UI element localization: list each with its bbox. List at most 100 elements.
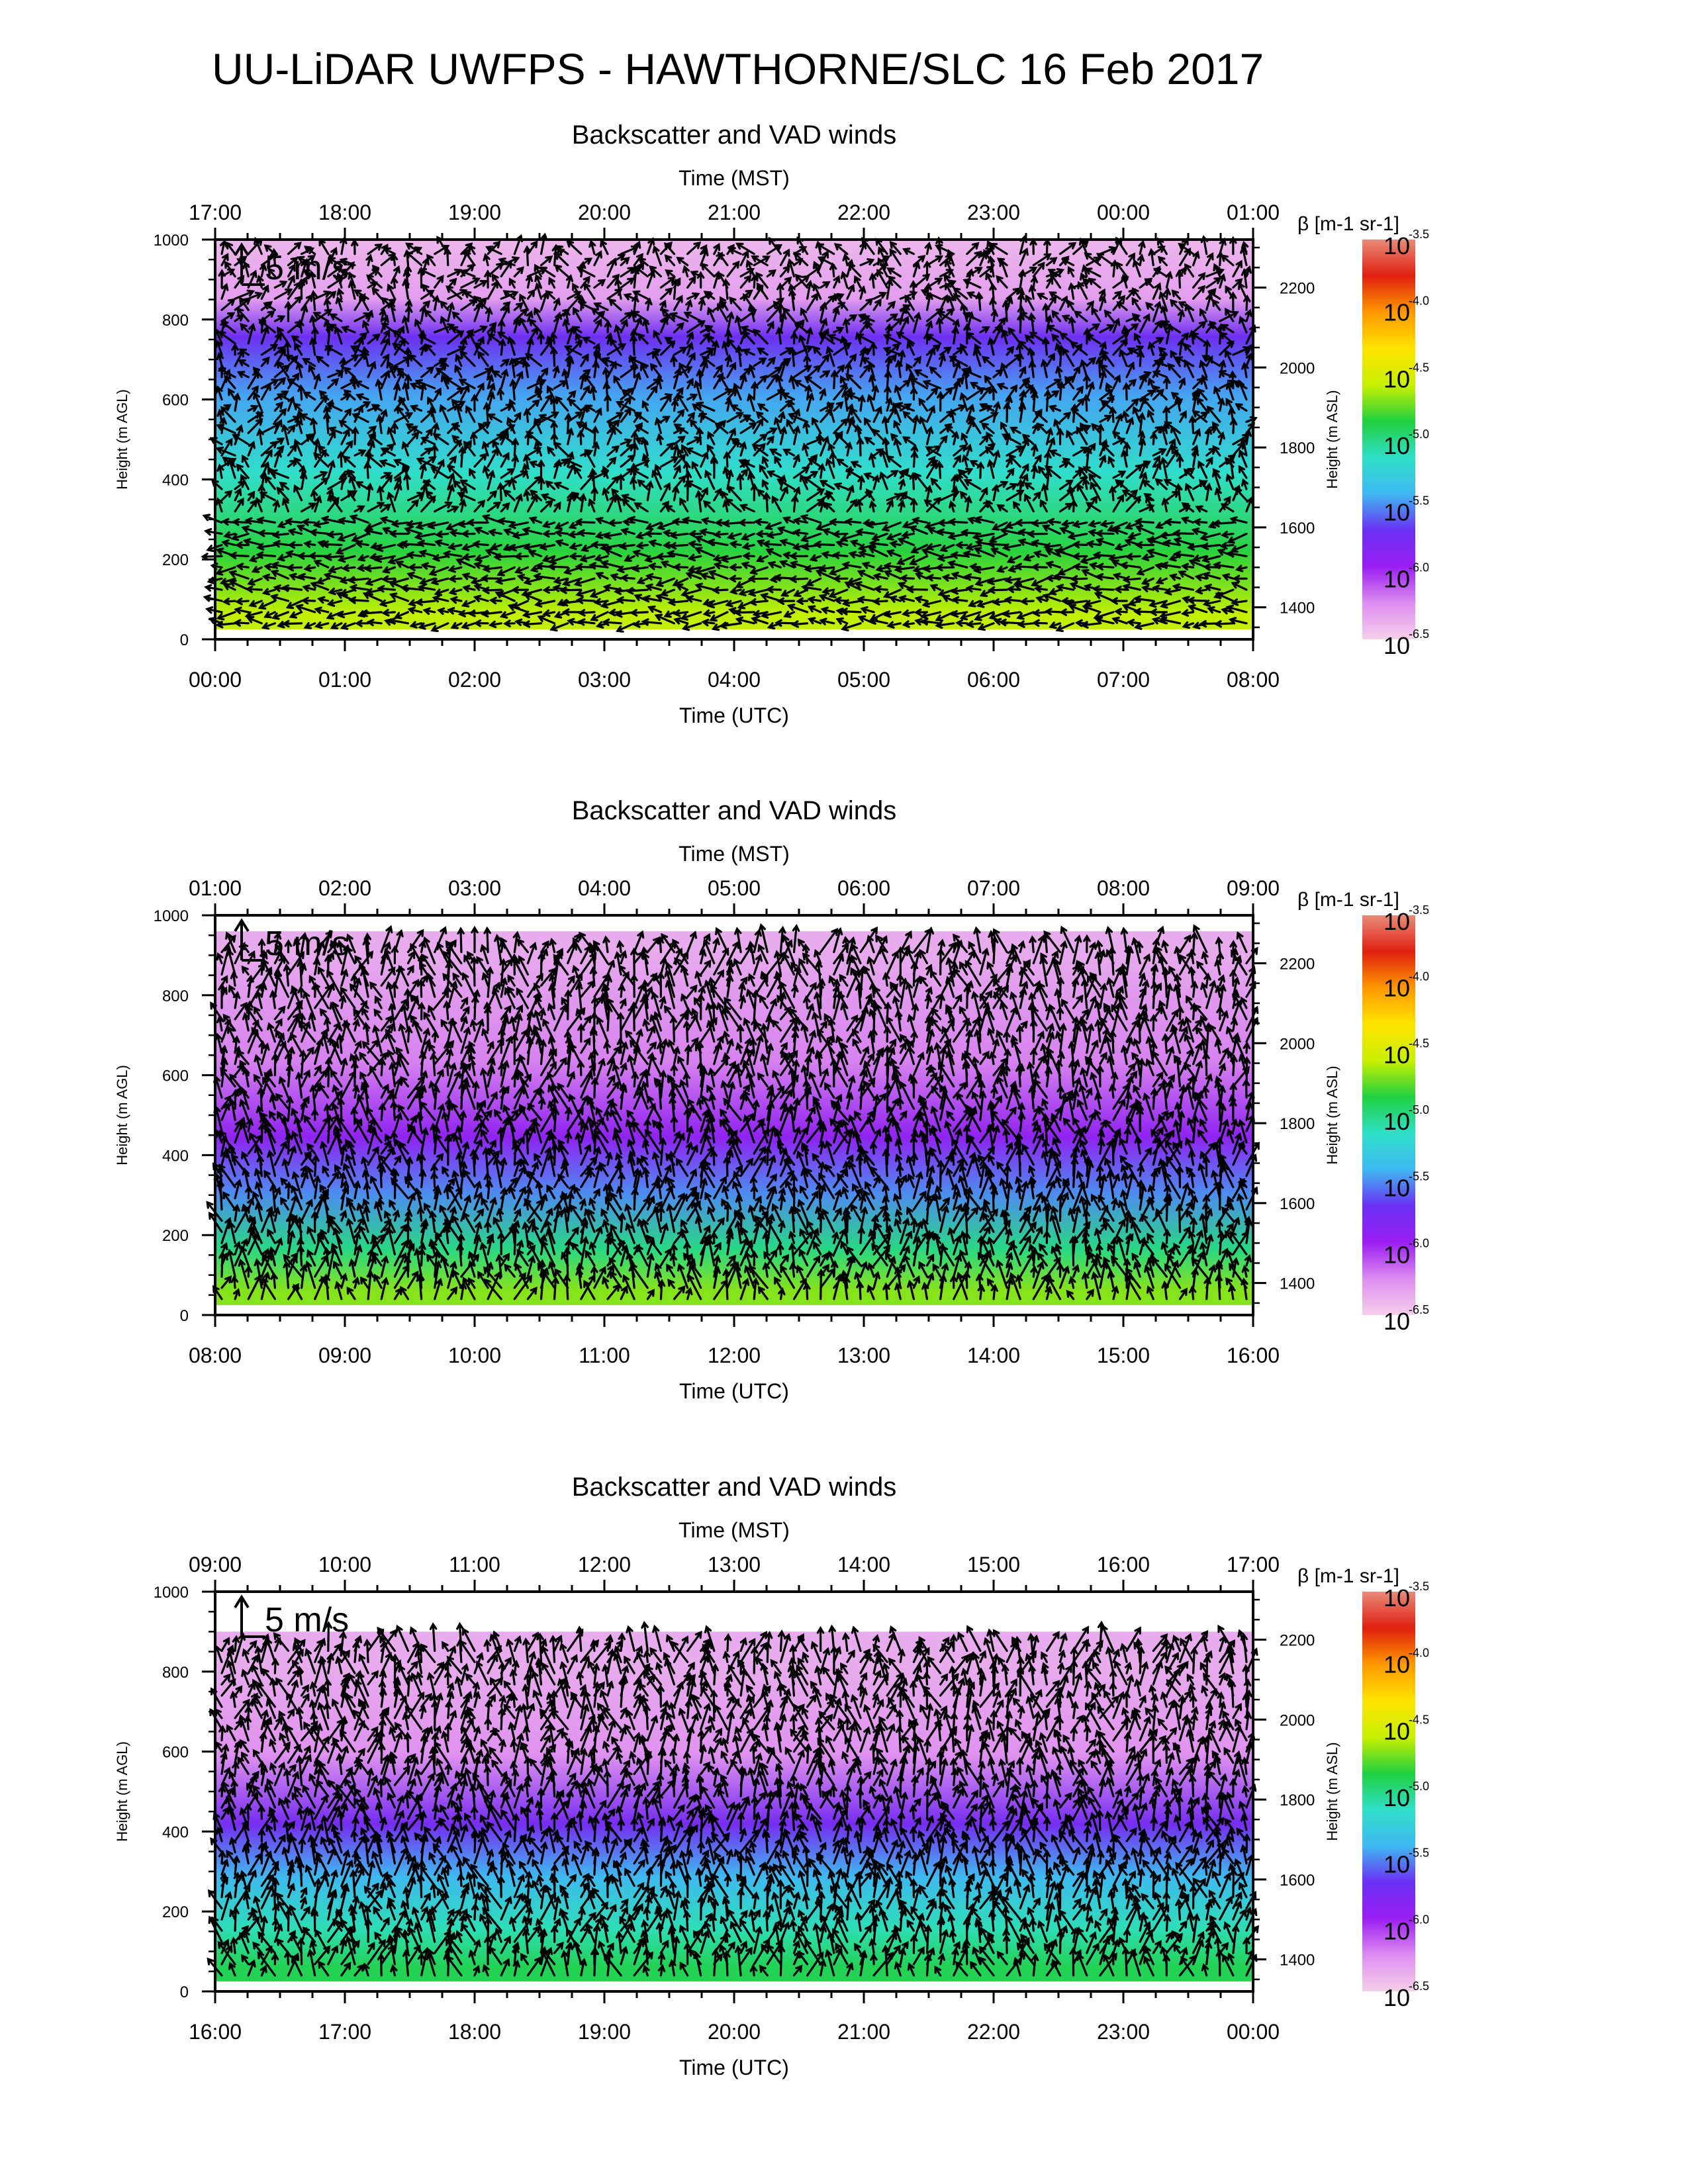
wind-arrow xyxy=(301,518,316,526)
colorbar-tick-base: 10 xyxy=(1383,499,1410,526)
wind-arrow xyxy=(620,318,628,334)
wind-arrow xyxy=(222,598,236,606)
wind-arrow xyxy=(355,619,369,627)
wind-arrow xyxy=(297,255,316,267)
wind-arrow xyxy=(434,275,444,289)
wind-arrow xyxy=(404,298,413,311)
wind-arrow xyxy=(528,460,543,468)
wind-arrow xyxy=(260,326,269,345)
wind-arrow xyxy=(540,493,556,502)
wind-arrow xyxy=(541,521,556,529)
wind-arrow xyxy=(463,250,476,267)
wind-arrow xyxy=(552,365,560,379)
wind-arrow xyxy=(593,302,609,311)
wind-arrow xyxy=(453,479,463,490)
wind-arrow xyxy=(448,588,463,596)
wind-arrow xyxy=(258,600,276,610)
wind-arrow xyxy=(516,573,529,582)
wind-arrow xyxy=(508,543,529,552)
wind-arrow xyxy=(487,413,502,423)
wind-arrow xyxy=(487,333,502,345)
wind-arrow xyxy=(223,531,236,539)
wind-arrow xyxy=(523,488,531,502)
wind-arrow xyxy=(286,564,303,572)
y-tick-label-right: 1800 xyxy=(1280,439,1315,457)
wind-arrow xyxy=(314,308,333,322)
wind-arrow xyxy=(539,543,556,551)
wind-arrow xyxy=(461,600,476,608)
wind-arrow xyxy=(455,558,476,569)
wind-arrow xyxy=(337,532,356,542)
x-tick-label-top: 23:00 xyxy=(967,201,1020,224)
wind-arrow xyxy=(281,497,290,513)
wind-arrow xyxy=(256,516,276,524)
wind-arrow xyxy=(216,611,236,621)
wind-arrow xyxy=(414,318,423,334)
wind-arrow xyxy=(340,354,359,367)
wind-arrow xyxy=(451,434,463,445)
wind-arrow xyxy=(565,354,573,367)
wind-arrow xyxy=(572,283,583,300)
wind-arrow xyxy=(277,554,290,562)
wind-arrow xyxy=(599,543,622,551)
wind-arrow xyxy=(447,565,463,573)
wind-arrow xyxy=(329,313,343,322)
wind-arrow xyxy=(548,277,556,289)
x-tick-label-top: 01:00 xyxy=(1227,201,1280,224)
wind-arrow xyxy=(380,503,392,513)
wind-arrow xyxy=(533,572,556,580)
wind-arrow xyxy=(553,481,569,490)
wind-arrow xyxy=(316,596,330,604)
wind-arrow xyxy=(247,577,263,586)
x-tick-label-bottom: 08:00 xyxy=(1227,668,1280,692)
wind-arrow xyxy=(595,516,609,524)
wind-arrow xyxy=(460,277,481,289)
x-tick-label-bottom: 00:00 xyxy=(189,668,242,692)
wind-arrow xyxy=(538,414,556,423)
wind-arrow xyxy=(449,596,463,604)
wind-arrow xyxy=(337,555,356,563)
wind-arrow xyxy=(308,364,316,379)
wind-arrow xyxy=(432,554,449,562)
wind-arrow xyxy=(277,326,290,345)
wind-arrow xyxy=(549,331,557,345)
wind-arrow xyxy=(380,443,395,457)
wind-arrow xyxy=(522,610,543,619)
y-tick-label-left: 600 xyxy=(162,392,189,410)
wind-arrow xyxy=(242,538,263,547)
wind-arrow xyxy=(379,459,396,468)
wind-arrow xyxy=(399,396,410,412)
wind-arrow xyxy=(613,375,622,390)
wind-arrow xyxy=(600,600,622,609)
wind-arrow xyxy=(553,297,561,311)
wind-arrow xyxy=(392,330,410,345)
wind-arrow xyxy=(285,600,303,610)
wind-arrow xyxy=(228,570,250,580)
wind-arrow xyxy=(610,573,622,581)
wind-arrow xyxy=(563,458,583,468)
wind-arrow xyxy=(452,422,463,434)
colorbar-tick-base: 10 xyxy=(1383,299,1410,326)
wind-arrow xyxy=(220,406,236,423)
wind-arrow xyxy=(445,522,463,531)
wind-arrow xyxy=(375,379,383,401)
wind-arrow xyxy=(508,398,516,412)
wind-arrow xyxy=(593,598,609,606)
wind-arrow xyxy=(373,555,396,563)
wind-arrow xyxy=(240,322,250,334)
wind-arrow xyxy=(390,275,399,289)
wind-arrow xyxy=(461,553,476,561)
wind-arrow xyxy=(235,597,250,606)
wind-arrow xyxy=(226,241,236,255)
wind-arrow xyxy=(247,322,256,345)
wind-arrow xyxy=(216,351,224,367)
wind-arrow xyxy=(245,585,263,594)
wind-arrow xyxy=(496,331,516,345)
wind-arrow xyxy=(347,469,356,479)
wind-arrow xyxy=(607,519,622,527)
wind-vectors xyxy=(201,232,1258,633)
wind-arrow xyxy=(588,498,596,513)
wind-arrow xyxy=(326,530,343,539)
wind-arrow xyxy=(348,596,369,604)
wind-arrow xyxy=(637,478,649,490)
